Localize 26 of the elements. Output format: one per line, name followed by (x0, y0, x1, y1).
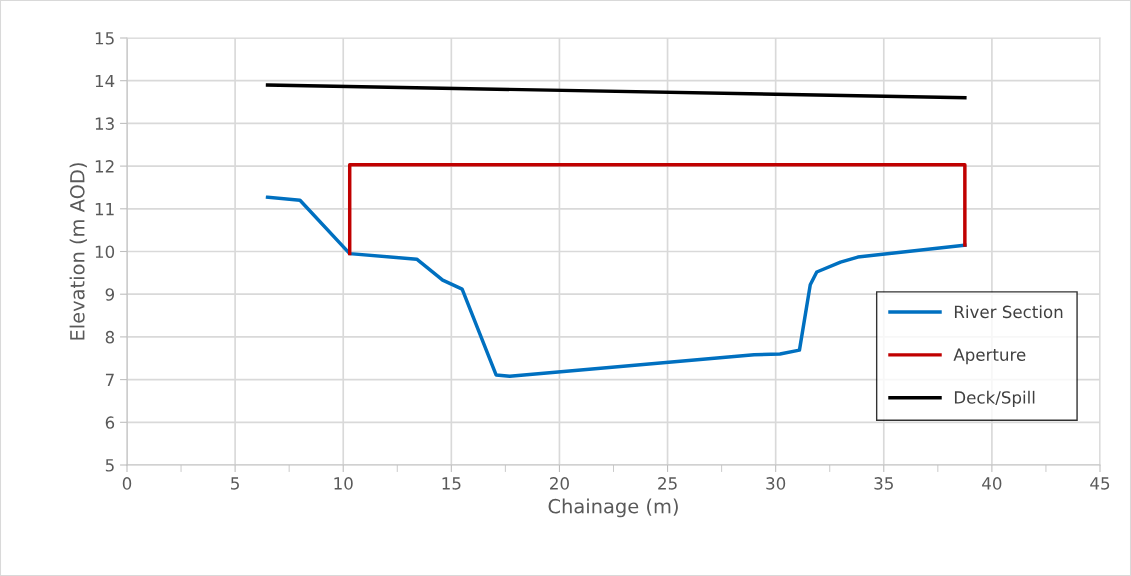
y-tick-label: 13 (95, 117, 114, 130)
x-tick-label: 35 (874, 477, 893, 490)
legend-label: River Section (954, 305, 1063, 319)
y-tick-label: 9 (105, 288, 115, 301)
x-tick-label: 15 (442, 477, 461, 490)
y-tick-label: 7 (105, 373, 114, 386)
y-tick-label: 14 (95, 74, 115, 88)
x-tick-label: 20 (550, 477, 569, 490)
x-tick-label: 30 (766, 477, 786, 490)
y-tick-label: 15 (95, 32, 114, 45)
x-axis-title: Chainage (m) (548, 498, 678, 518)
y-tick-label: 12 (95, 160, 114, 173)
y-tick-label: 11 (95, 202, 114, 216)
x-tick-label: 40 (982, 477, 1002, 490)
y-tick-label: 5 (105, 459, 114, 472)
x-tick-label: 10 (334, 477, 353, 490)
legend-label: Deck/Spill (954, 390, 1035, 407)
x-tick-label: 25 (658, 477, 677, 490)
y-tick-label: 10 (95, 245, 115, 259)
x-tick-label: 0 (122, 477, 132, 490)
x-tick-label: 45 (1090, 477, 1110, 490)
y-tick-label: 8 (105, 330, 115, 344)
x-tick-label: 5 (231, 477, 239, 490)
y-tick-label: 6 (105, 416, 115, 429)
y-axis-title: Elevation (m AOD) (69, 163, 87, 340)
legend-label: Aperture (953, 348, 1026, 365)
